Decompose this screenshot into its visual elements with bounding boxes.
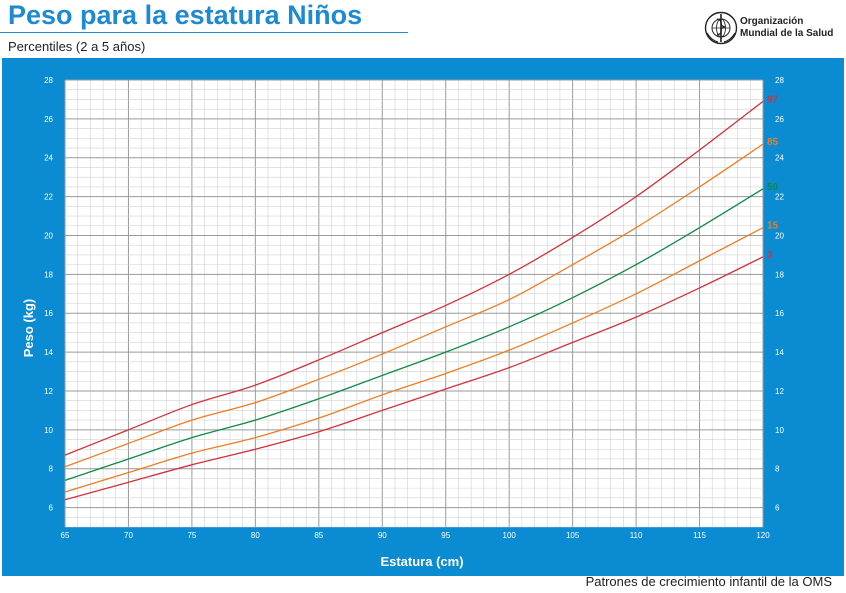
tick-labels: 65 70 75 80 85 90 95 100 105 110 115 120 6 6 8 8 10 10 12 1…: [44, 76, 784, 540]
x-tick-label: 80: [251, 531, 260, 540]
percentile-97-label: 97: [767, 94, 779, 105]
x-axis-label: Estatura (cm): [380, 554, 463, 569]
who-logo: Organización Mundial de la Salud: [704, 11, 834, 45]
x-tick-label: 115: [693, 531, 706, 540]
y-tick-label-right: 26: [775, 115, 784, 124]
footer-source: Patrones de crecimiento infantil de la O…: [585, 574, 832, 589]
x-tick-label: 70: [124, 531, 133, 540]
grid-lines: [64, 79, 764, 528]
y-tick-label-left: 6: [49, 504, 54, 513]
x-tick-label: 75: [187, 531, 196, 540]
y-tick-label-left: 22: [44, 193, 53, 202]
y-tick-label-right: 8: [775, 465, 780, 474]
y-tick-label-right: 12: [775, 387, 784, 396]
y-tick-label-left: 14: [44, 348, 53, 357]
chart-panel: 65 70 75 80 85 90 95 100 105 110 115 120 6 6 8 8 10 10 12 1…: [2, 58, 844, 576]
growth-chart: 65 70 75 80 85 90 95 100 105 110 115 120 6 6 8 8 10 10 12 1…: [21, 76, 784, 569]
who-text: Organización Mundial de la Salud: [740, 16, 833, 40]
x-tick-label: 65: [61, 531, 70, 540]
percentile-85-line: [64, 143, 764, 468]
y-tick-label-left: 26: [44, 115, 53, 124]
y-tick-label-right: 16: [775, 309, 784, 318]
percentile-50-label: 50: [767, 182, 779, 193]
y-tick-label-left: 12: [44, 387, 53, 396]
y-tick-label-right: 24: [775, 154, 784, 163]
who-emblem-icon: [704, 11, 738, 45]
y-tick-label-right: 22: [775, 193, 784, 202]
y-tick-label-right: 20: [775, 231, 784, 240]
x-tick-label: 85: [314, 531, 323, 540]
y-tick-label-left: 28: [44, 76, 53, 85]
y-tick-label-left: 24: [44, 154, 53, 163]
x-tick-label: 90: [378, 531, 387, 540]
y-tick-label-left: 8: [49, 465, 54, 474]
who-org-line1: Organización: [740, 16, 804, 27]
page-title: Peso para la estatura Niños: [8, 0, 363, 30]
y-tick-label-left: 20: [44, 231, 53, 240]
y-axis-label: Peso (kg): [21, 299, 36, 358]
percentile-50-line: [64, 188, 764, 481]
percentile-3-line: [64, 256, 764, 501]
percentile-lines: [64, 100, 764, 501]
x-tick-label: 100: [503, 531, 517, 540]
y-tick-label-left: 16: [44, 309, 53, 318]
percentile-3-label: 3: [767, 250, 773, 261]
percentile-97-line: [64, 100, 764, 456]
page-subtitle: Percentiles (2 a 5 años): [8, 39, 146, 54]
x-tick-label: 110: [630, 531, 643, 540]
y-tick-label-left: 18: [44, 270, 53, 279]
x-tick-label: 105: [566, 531, 580, 540]
title-underline: [0, 32, 408, 33]
y-tick-label-left: 10: [44, 426, 53, 435]
who-org-line2: Mundial de la Salud: [740, 28, 834, 39]
percentile-15-label: 15: [767, 221, 779, 232]
y-tick-label-right: 18: [775, 270, 784, 279]
x-tick-label: 95: [441, 531, 450, 540]
percentile-85-label: 85: [767, 137, 779, 148]
y-tick-label-right: 14: [775, 348, 784, 357]
y-tick-label-right: 10: [775, 426, 784, 435]
y-tick-label-right: 6: [775, 504, 780, 513]
percentile-15-line: [64, 227, 764, 493]
x-tick-label: 120: [756, 531, 770, 540]
y-tick-label-right: 28: [775, 76, 784, 85]
percentile-labels: 97 85 50 15 3: [767, 94, 779, 260]
